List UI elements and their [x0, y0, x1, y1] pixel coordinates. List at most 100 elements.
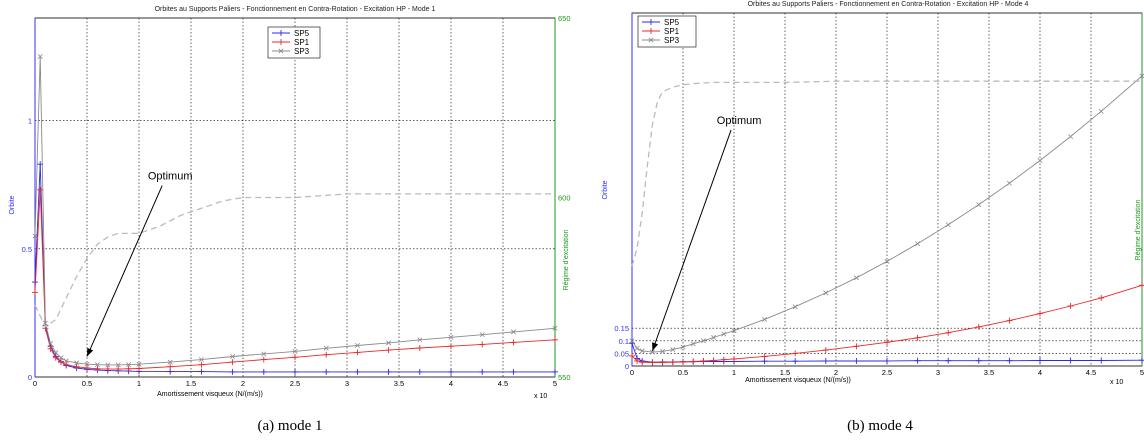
x-tick-label: 3.5	[984, 368, 994, 377]
data-point-sp1	[52, 354, 59, 361]
data-point-sp1	[1037, 310, 1043, 317]
x-tick-label: 1.5	[780, 368, 790, 377]
data-point-sp3	[37, 53, 43, 59]
marker-stroke	[292, 348, 298, 354]
data-point-sp3	[915, 241, 921, 247]
data-point-sp1	[448, 343, 454, 350]
y-tick-label-left: 0.05	[614, 349, 629, 358]
data-point-sp3	[670, 347, 676, 353]
data-point-sp1	[1098, 294, 1105, 301]
x-tick-label: 5	[1140, 368, 1144, 377]
x-tick-label: 1	[732, 368, 736, 377]
data-point-sp3	[417, 337, 423, 343]
data-point-sp3	[230, 354, 236, 359]
x-tick-label: 1.5	[186, 379, 196, 388]
data-point-sp5	[1067, 357, 1074, 364]
data-point-sp5	[354, 368, 361, 375]
data-point-sp3	[63, 358, 69, 364]
marker-stroke	[629, 338, 635, 344]
data-point-sp1	[710, 357, 717, 364]
y-tick-label-right: 550	[558, 373, 571, 382]
data-point-sp3	[448, 334, 454, 340]
data-point-sp1	[649, 359, 656, 366]
data-point-sp3	[731, 328, 737, 334]
marker-stroke	[670, 347, 676, 353]
data-point-sp1	[822, 347, 829, 354]
marker-stroke	[510, 329, 516, 335]
data-point-sp3	[945, 222, 951, 228]
marker-stroke	[884, 258, 890, 264]
legend-label-sp1: SP1	[664, 27, 680, 36]
data-point-sp3	[261, 351, 267, 357]
chart-a: Orbites au Supports Paliers - Fonctionne…	[9, 6, 571, 434]
data-point-sp3	[198, 357, 204, 363]
x-tick-label: 0.5	[82, 379, 92, 388]
marker-stroke	[762, 316, 768, 322]
y-tick-label-left: 1	[28, 117, 32, 126]
marker-stroke	[58, 355, 64, 361]
data-point-sp1	[47, 345, 54, 352]
marker-stroke	[690, 341, 696, 347]
data-point-sp3	[1139, 73, 1144, 79]
data-point-sp1	[104, 366, 111, 373]
data-point-sp5	[884, 357, 890, 364]
data-point-sp5	[914, 357, 921, 364]
data-point-sp5	[822, 357, 829, 364]
marker-stroke	[915, 241, 921, 247]
data-point-sp1	[167, 363, 174, 370]
x-axis-exponent: x 10	[534, 393, 547, 400]
x-tick-label: 2.5	[882, 368, 892, 377]
data-point-sp1	[1067, 302, 1074, 309]
data-point-sp3	[53, 350, 59, 356]
marker-stroke	[323, 345, 329, 351]
marker-stroke	[136, 361, 142, 367]
data-point-sp3	[884, 258, 890, 264]
data-point-sp1	[700, 357, 707, 364]
data-point-sp1	[720, 356, 727, 363]
data-point-sp1	[639, 359, 646, 366]
x-tick-label: 4	[1038, 368, 1042, 377]
data-point-sp1	[552, 336, 558, 343]
marker-stroke	[53, 350, 59, 356]
y-tick-label-left: 0	[625, 362, 629, 371]
annotation-arrowhead	[87, 347, 94, 357]
x-tick-label: 3	[345, 379, 349, 388]
marker-stroke	[32, 233, 38, 239]
chart-title: Orbites au Supports Paliers - Fonctionne…	[748, 1, 1029, 8]
data-point-sp3	[700, 338, 706, 344]
y-tick-label-left: 0.15	[614, 324, 629, 333]
data-point-sp1	[629, 352, 635, 359]
marker-stroke	[37, 53, 43, 59]
data-point-sp1	[198, 361, 205, 368]
legend-label-sp1: SP1	[294, 38, 310, 47]
x-tick-label: 2.5	[290, 379, 300, 388]
data-point-sp3	[649, 349, 655, 355]
data-point-sp1	[761, 353, 768, 360]
data-point-sp5	[792, 358, 799, 365]
x-tick-label: 4.5	[1086, 368, 1096, 377]
x-axis-label: Amortissement visqueux (N/(m/s))	[745, 377, 851, 384]
x-tick-label: 0	[33, 379, 37, 388]
y-tick-label-left: 0.1	[619, 337, 629, 346]
x-axis-label: Amortissement visqueux (N/(m/s))	[157, 391, 263, 398]
data-point-sp3	[58, 355, 64, 361]
x-tick-label: 0	[630, 368, 634, 377]
data-point-sp3	[105, 362, 111, 368]
excitation-regime-line	[34, 193, 555, 328]
data-point-sp3	[510, 329, 516, 335]
data-point-sp3	[762, 316, 768, 322]
y-tick-label-right: 650	[558, 14, 571, 23]
marker-stroke	[711, 335, 717, 340]
data-point-sp1	[37, 186, 44, 193]
y-tick-label-right: 600	[558, 194, 571, 203]
excitation-regime-line	[631, 80, 1142, 267]
data-point-sp1	[659, 359, 666, 366]
data-point-sp3	[74, 360, 80, 366]
data-point-sp5	[323, 368, 330, 375]
marker-stroke	[660, 348, 666, 354]
marker-stroke	[976, 202, 982, 208]
data-point-sp1	[84, 365, 90, 372]
data-point-sp1	[1139, 282, 1144, 289]
y-axis-label-right: Régime d'excitation	[563, 229, 570, 290]
